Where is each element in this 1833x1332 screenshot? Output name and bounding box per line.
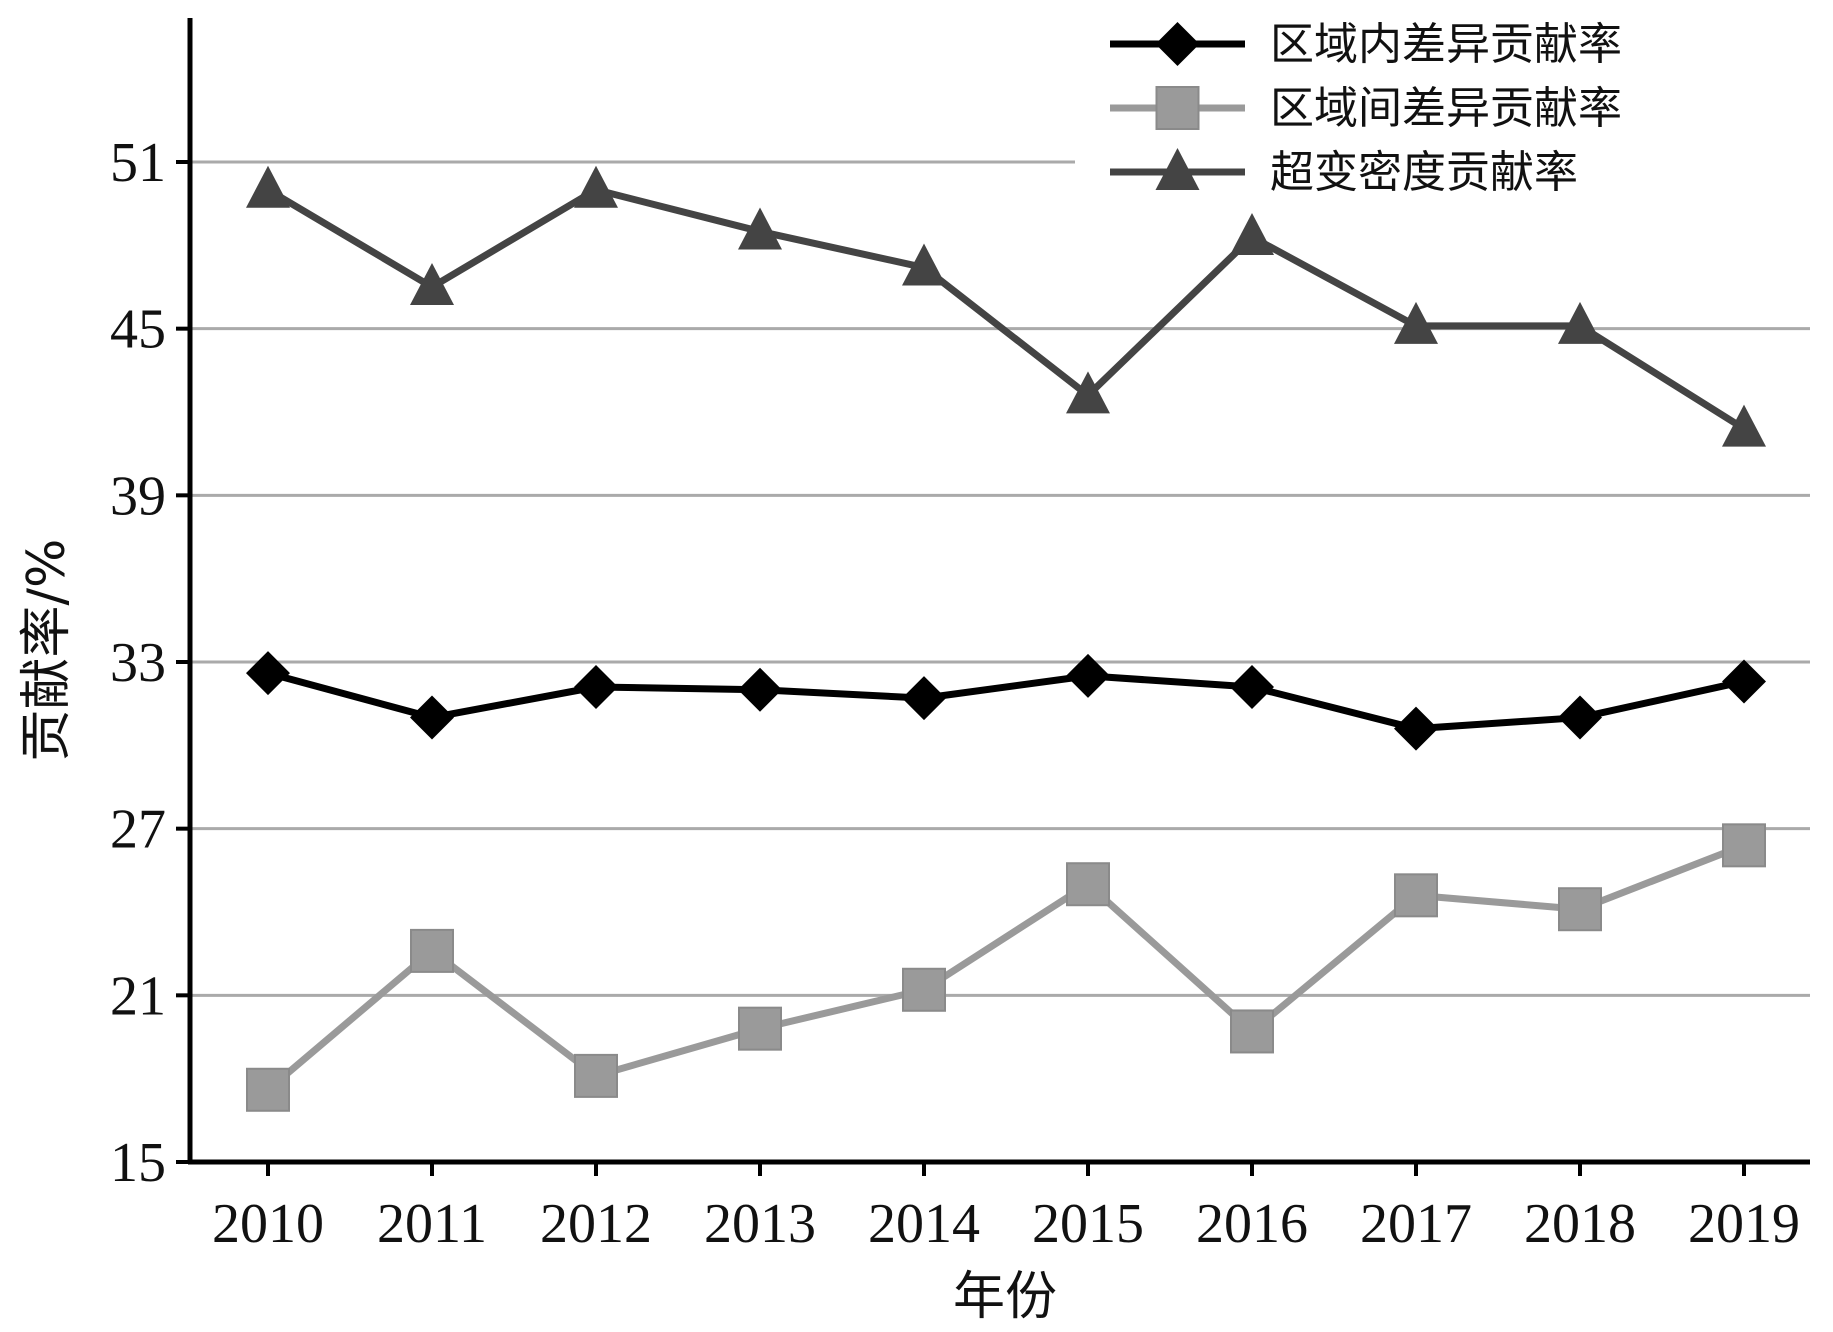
- series-group: [246, 165, 1766, 1112]
- data-point-square: [902, 967, 946, 1012]
- data-point-diamond: [246, 651, 290, 696]
- data-point-square: [1722, 823, 1766, 868]
- data-point-square: [574, 1053, 618, 1098]
- data-point-diamond: [410, 695, 454, 740]
- data-point-triangle: [738, 207, 782, 250]
- data-point-diamond: [1230, 665, 1274, 709]
- legend-item: 区域内差异贡献率: [1110, 19, 1622, 70]
- x-tick-label: 2019: [1688, 1193, 1800, 1255]
- series-1: [246, 651, 1766, 751]
- y-tick-label: 51: [110, 132, 166, 194]
- data-point-triangle: [1394, 301, 1438, 344]
- series-line: [266, 186, 1746, 432]
- legend-item: 区域间差异贡献率: [1110, 83, 1622, 134]
- data-point-square: [410, 928, 454, 973]
- x-tick-label: 2012: [540, 1193, 652, 1255]
- legend-marker-diamond: [1155, 22, 1200, 66]
- data-point-triangle: [1722, 404, 1766, 447]
- legend-label: 区域间差异贡献率: [1270, 83, 1622, 134]
- y-tick-label: 45: [110, 299, 166, 361]
- y-tick-label: 21: [110, 965, 166, 1027]
- data-point-triangle: [1066, 371, 1110, 414]
- data-point-diamond: [1558, 695, 1602, 740]
- data-point-square: [1066, 862, 1110, 907]
- legend-marker-triangle: [1155, 148, 1200, 190]
- data-point-triangle: [574, 165, 618, 208]
- data-point-diamond: [902, 676, 946, 721]
- x-tick-label: 2015: [1032, 1193, 1144, 1255]
- series-line: [265, 842, 1746, 1093]
- x-ticks: 2010 2011 2012 2013 2014 2015 2016 2017 2018 2019: [212, 1162, 1800, 1255]
- x-tick-label: 2010: [212, 1193, 324, 1255]
- data-point-square: [1230, 1009, 1274, 1054]
- series-3: [246, 165, 1766, 447]
- data-point-diamond: [738, 667, 782, 712]
- y-axis-title: 贡献率/%: [17, 539, 77, 762]
- data-point-triangle: [1230, 213, 1274, 255]
- x-tick-label: 2014: [868, 1193, 980, 1255]
- x-tick-label: 2018: [1524, 1193, 1636, 1255]
- data-point-triangle: [1558, 301, 1602, 344]
- y-tick-label: 33: [110, 632, 166, 694]
- data-point-square: [246, 1067, 290, 1112]
- x-tick-label: 2013: [704, 1193, 816, 1255]
- data-point-diamond: [1722, 659, 1766, 704]
- legend-label: 超变密度贡献率: [1270, 147, 1578, 198]
- x-axis-title: 年份: [953, 1267, 1057, 1327]
- x-tick-label: 2016: [1196, 1193, 1308, 1255]
- data-point-diamond: [574, 665, 618, 709]
- data-point-square: [1558, 887, 1602, 932]
- series-line: [267, 669, 1745, 733]
- legend-item: 超变密度贡献率: [1110, 147, 1578, 198]
- data-point-square: [1394, 873, 1438, 918]
- data-point-triangle: [902, 243, 946, 286]
- data-point-diamond: [1394, 706, 1438, 751]
- y-tick-label: 27: [110, 799, 166, 861]
- data-point-triangle: [246, 165, 290, 208]
- y-tick-label: 39: [110, 465, 166, 527]
- y-ticks: 15 21 27 33 39 45 51: [110, 132, 190, 1194]
- legend-label: 区域内差异贡献率: [1270, 19, 1622, 70]
- y-tick-label: 15: [110, 1132, 166, 1194]
- x-tick-label: 2011: [377, 1193, 487, 1255]
- x-tick-label: 2017: [1360, 1193, 1472, 1255]
- series-2: [246, 823, 1766, 1112]
- axes: [187, 18, 1810, 1165]
- data-point-diamond: [1066, 653, 1110, 698]
- legend-marker-square: [1155, 86, 1200, 130]
- data-point-square: [738, 1006, 782, 1051]
- data-point-triangle: [410, 263, 454, 305]
